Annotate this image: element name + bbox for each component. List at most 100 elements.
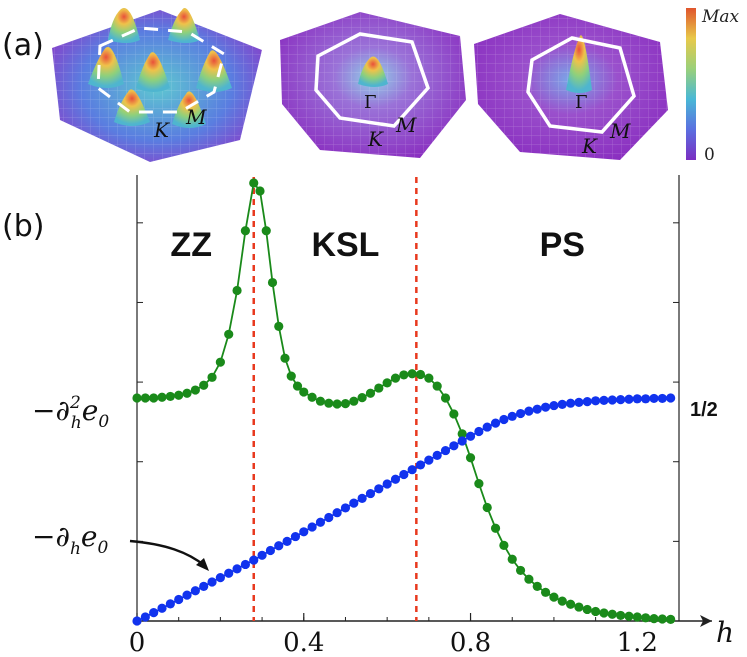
colorbar-min-label: 0	[704, 145, 715, 165]
data-point	[207, 577, 217, 587]
data-point	[174, 594, 184, 605]
surface-2-gamma-label: Γ	[364, 92, 377, 113]
data-point	[190, 385, 200, 395]
data-point	[474, 479, 484, 489]
data-point	[666, 614, 676, 625]
data-point	[399, 370, 409, 380]
data-point	[182, 388, 192, 398]
data-point	[280, 353, 290, 363]
data-point	[607, 609, 617, 619]
data-point	[407, 369, 417, 379]
data-point	[299, 387, 309, 397]
data-point	[532, 581, 542, 591]
data-point	[549, 592, 559, 602]
data-point	[591, 396, 601, 406]
data-point	[261, 226, 271, 236]
data-point	[207, 372, 217, 382]
series-first-derivative	[132, 393, 676, 626]
phase-label: KSL	[311, 226, 379, 264]
label-pointer-arrowhead-icon	[196, 558, 209, 571]
panel-b-label: (b)	[2, 209, 44, 244]
series-label-second-derivative: −∂2 he0	[32, 393, 109, 433]
data-point	[432, 450, 442, 460]
data-point	[424, 373, 434, 383]
data-point	[415, 460, 426, 470]
data-point	[641, 394, 651, 404]
data-point	[174, 390, 184, 400]
data-point	[540, 402, 551, 412]
data-point	[499, 540, 509, 550]
data-point	[482, 422, 492, 432]
data-point	[599, 608, 609, 618]
data-point	[374, 484, 384, 494]
data-point	[315, 396, 326, 406]
label-1-tail-sub: 0	[97, 538, 108, 558]
label-1-tail: e	[81, 520, 98, 553]
surface-2-peak	[358, 56, 388, 87]
data-point	[340, 503, 351, 513]
surface-2-k-label: K	[367, 127, 384, 151]
data-point	[582, 397, 592, 407]
data-point	[465, 453, 476, 463]
data-point	[399, 469, 409, 480]
colorbar-bar	[686, 8, 696, 160]
surface-1-k-label: K	[153, 118, 170, 142]
data-point	[641, 613, 651, 623]
data-point	[390, 373, 401, 383]
data-point	[215, 572, 225, 583]
data-point	[449, 409, 459, 419]
data-point	[624, 394, 634, 404]
x-tick-label: 0.4	[283, 628, 324, 657]
data-point	[165, 391, 175, 402]
data-point	[532, 404, 542, 414]
data-point	[140, 612, 150, 622]
surface-1-m-label: M	[185, 105, 207, 129]
data-point	[292, 381, 303, 391]
data-point	[307, 522, 317, 532]
data-point	[666, 393, 676, 403]
x-tick-label: 0.8	[450, 628, 491, 657]
data-point	[357, 393, 367, 403]
data-point	[332, 399, 342, 409]
data-point	[515, 408, 526, 419]
data-point	[232, 564, 242, 574]
data-point	[232, 285, 242, 296]
data-point	[632, 394, 642, 404]
data-point	[165, 599, 175, 609]
series-second-derivative	[132, 178, 676, 625]
label-2-base: −∂	[32, 394, 70, 427]
data-point	[255, 186, 265, 196]
colorbar-max-label: Max	[701, 7, 740, 27]
data-point	[199, 581, 209, 591]
data-point	[199, 380, 209, 390]
data-point	[474, 426, 484, 437]
data-point	[624, 611, 634, 621]
data-point	[591, 606, 601, 617]
data-point	[649, 614, 659, 624]
surface-1-peak	[196, 50, 232, 92]
label-pointer-arrow	[129, 539, 206, 567]
data-point	[240, 226, 250, 236]
data-point	[365, 488, 376, 499]
data-point	[374, 383, 384, 393]
data-point	[324, 512, 334, 523]
surface-plot-ps: Γ K M	[474, 14, 668, 160]
surface-3-peak	[566, 35, 592, 93]
data-point	[566, 398, 576, 408]
data-point	[365, 388, 376, 398]
data-point	[357, 493, 367, 503]
data-point	[382, 479, 392, 489]
data-point	[515, 565, 526, 576]
data-point	[524, 574, 534, 584]
series-end-label-half: 1/2	[690, 399, 718, 421]
data-point	[465, 431, 476, 441]
data-point	[382, 378, 392, 388]
data-point	[490, 523, 501, 533]
data-point	[257, 550, 267, 560]
label-1-base: −∂	[32, 520, 70, 553]
data-point	[507, 554, 517, 564]
data-point	[574, 397, 584, 407]
data-point	[265, 545, 276, 556]
data-point	[415, 369, 426, 380]
